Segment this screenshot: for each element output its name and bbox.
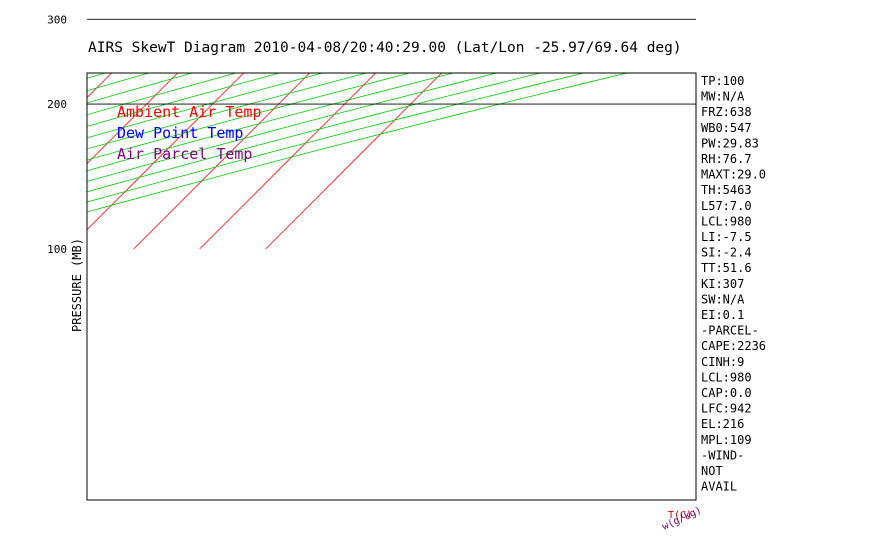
index-entry: SI:-2.4 <box>701 246 752 260</box>
plot-frame <box>86 72 697 501</box>
index-entry: MAXT:29.0 <box>701 168 766 182</box>
index-entry: CAP:0.0 <box>701 386 752 400</box>
index-entry: CINH:9 <box>701 355 744 369</box>
index-entry: FRZ:638 <box>701 105 752 119</box>
index-entry: TT:51.6 <box>701 261 752 275</box>
legend-air-parcel-temp: Air Parcel Temp <box>117 145 252 163</box>
index-entry: LCL:980 <box>701 370 752 384</box>
y-axis-label: PRESSURE (MB) <box>70 238 84 332</box>
index-entry: NOT <box>701 464 723 478</box>
index-entry: EI:0.1 <box>701 308 744 322</box>
index-entry: KI:307 <box>701 277 744 291</box>
index-entry: RH:76.7 <box>701 152 752 166</box>
index-entry: CAPE:2236 <box>701 339 766 353</box>
index-entry: LI:-7.5 <box>701 230 752 244</box>
pressure-tick-label: 200 <box>47 98 67 111</box>
index-entry: EL:216 <box>701 417 744 431</box>
chart-title: AIRS SkewT Diagram 2010-04-08/20:40:29.0… <box>88 40 682 56</box>
index-entry: WB0:547 <box>701 121 752 135</box>
legend-dew-point-temp: Dew Point Temp <box>117 124 243 142</box>
index-entry: -WIND- <box>701 448 744 462</box>
bottom-unit-label: T(C) <box>668 510 692 521</box>
index-entry: TH:5463 <box>701 183 752 197</box>
index-entry: MPL:109 <box>701 433 752 447</box>
index-entry: -PARCEL- <box>701 324 759 338</box>
index-entry: TP:100 <box>701 74 744 88</box>
pressure-tick-label: 300 <box>47 13 67 26</box>
legend-ambient-air-temp: Ambient Air Temp <box>117 103 262 121</box>
index-entry: AVAIL <box>701 480 737 494</box>
pressure-tick-label: 100 <box>47 243 67 256</box>
index-entry: LFC:942 <box>701 402 752 416</box>
index-entry: LCL:980 <box>701 214 752 228</box>
index-entry: SW:N/A <box>701 292 745 306</box>
index-entry: PW:29.83 <box>701 136 759 150</box>
index-entry: MW:N/A <box>701 90 745 104</box>
index-entry: L57:7.0 <box>701 199 752 213</box>
